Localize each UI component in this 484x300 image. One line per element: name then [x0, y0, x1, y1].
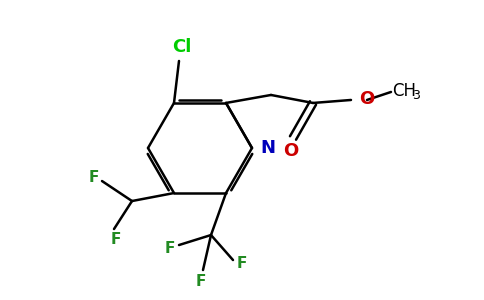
Text: 3: 3 — [412, 89, 420, 103]
Text: F: F — [165, 241, 175, 256]
Text: Cl: Cl — [172, 38, 192, 56]
Text: N: N — [260, 139, 275, 157]
Text: CH: CH — [392, 82, 416, 100]
Text: F: F — [196, 274, 206, 289]
Text: F: F — [89, 169, 99, 184]
Text: F: F — [111, 232, 121, 247]
Text: O: O — [283, 142, 299, 160]
Text: F: F — [237, 256, 247, 271]
Text: O: O — [359, 90, 374, 108]
